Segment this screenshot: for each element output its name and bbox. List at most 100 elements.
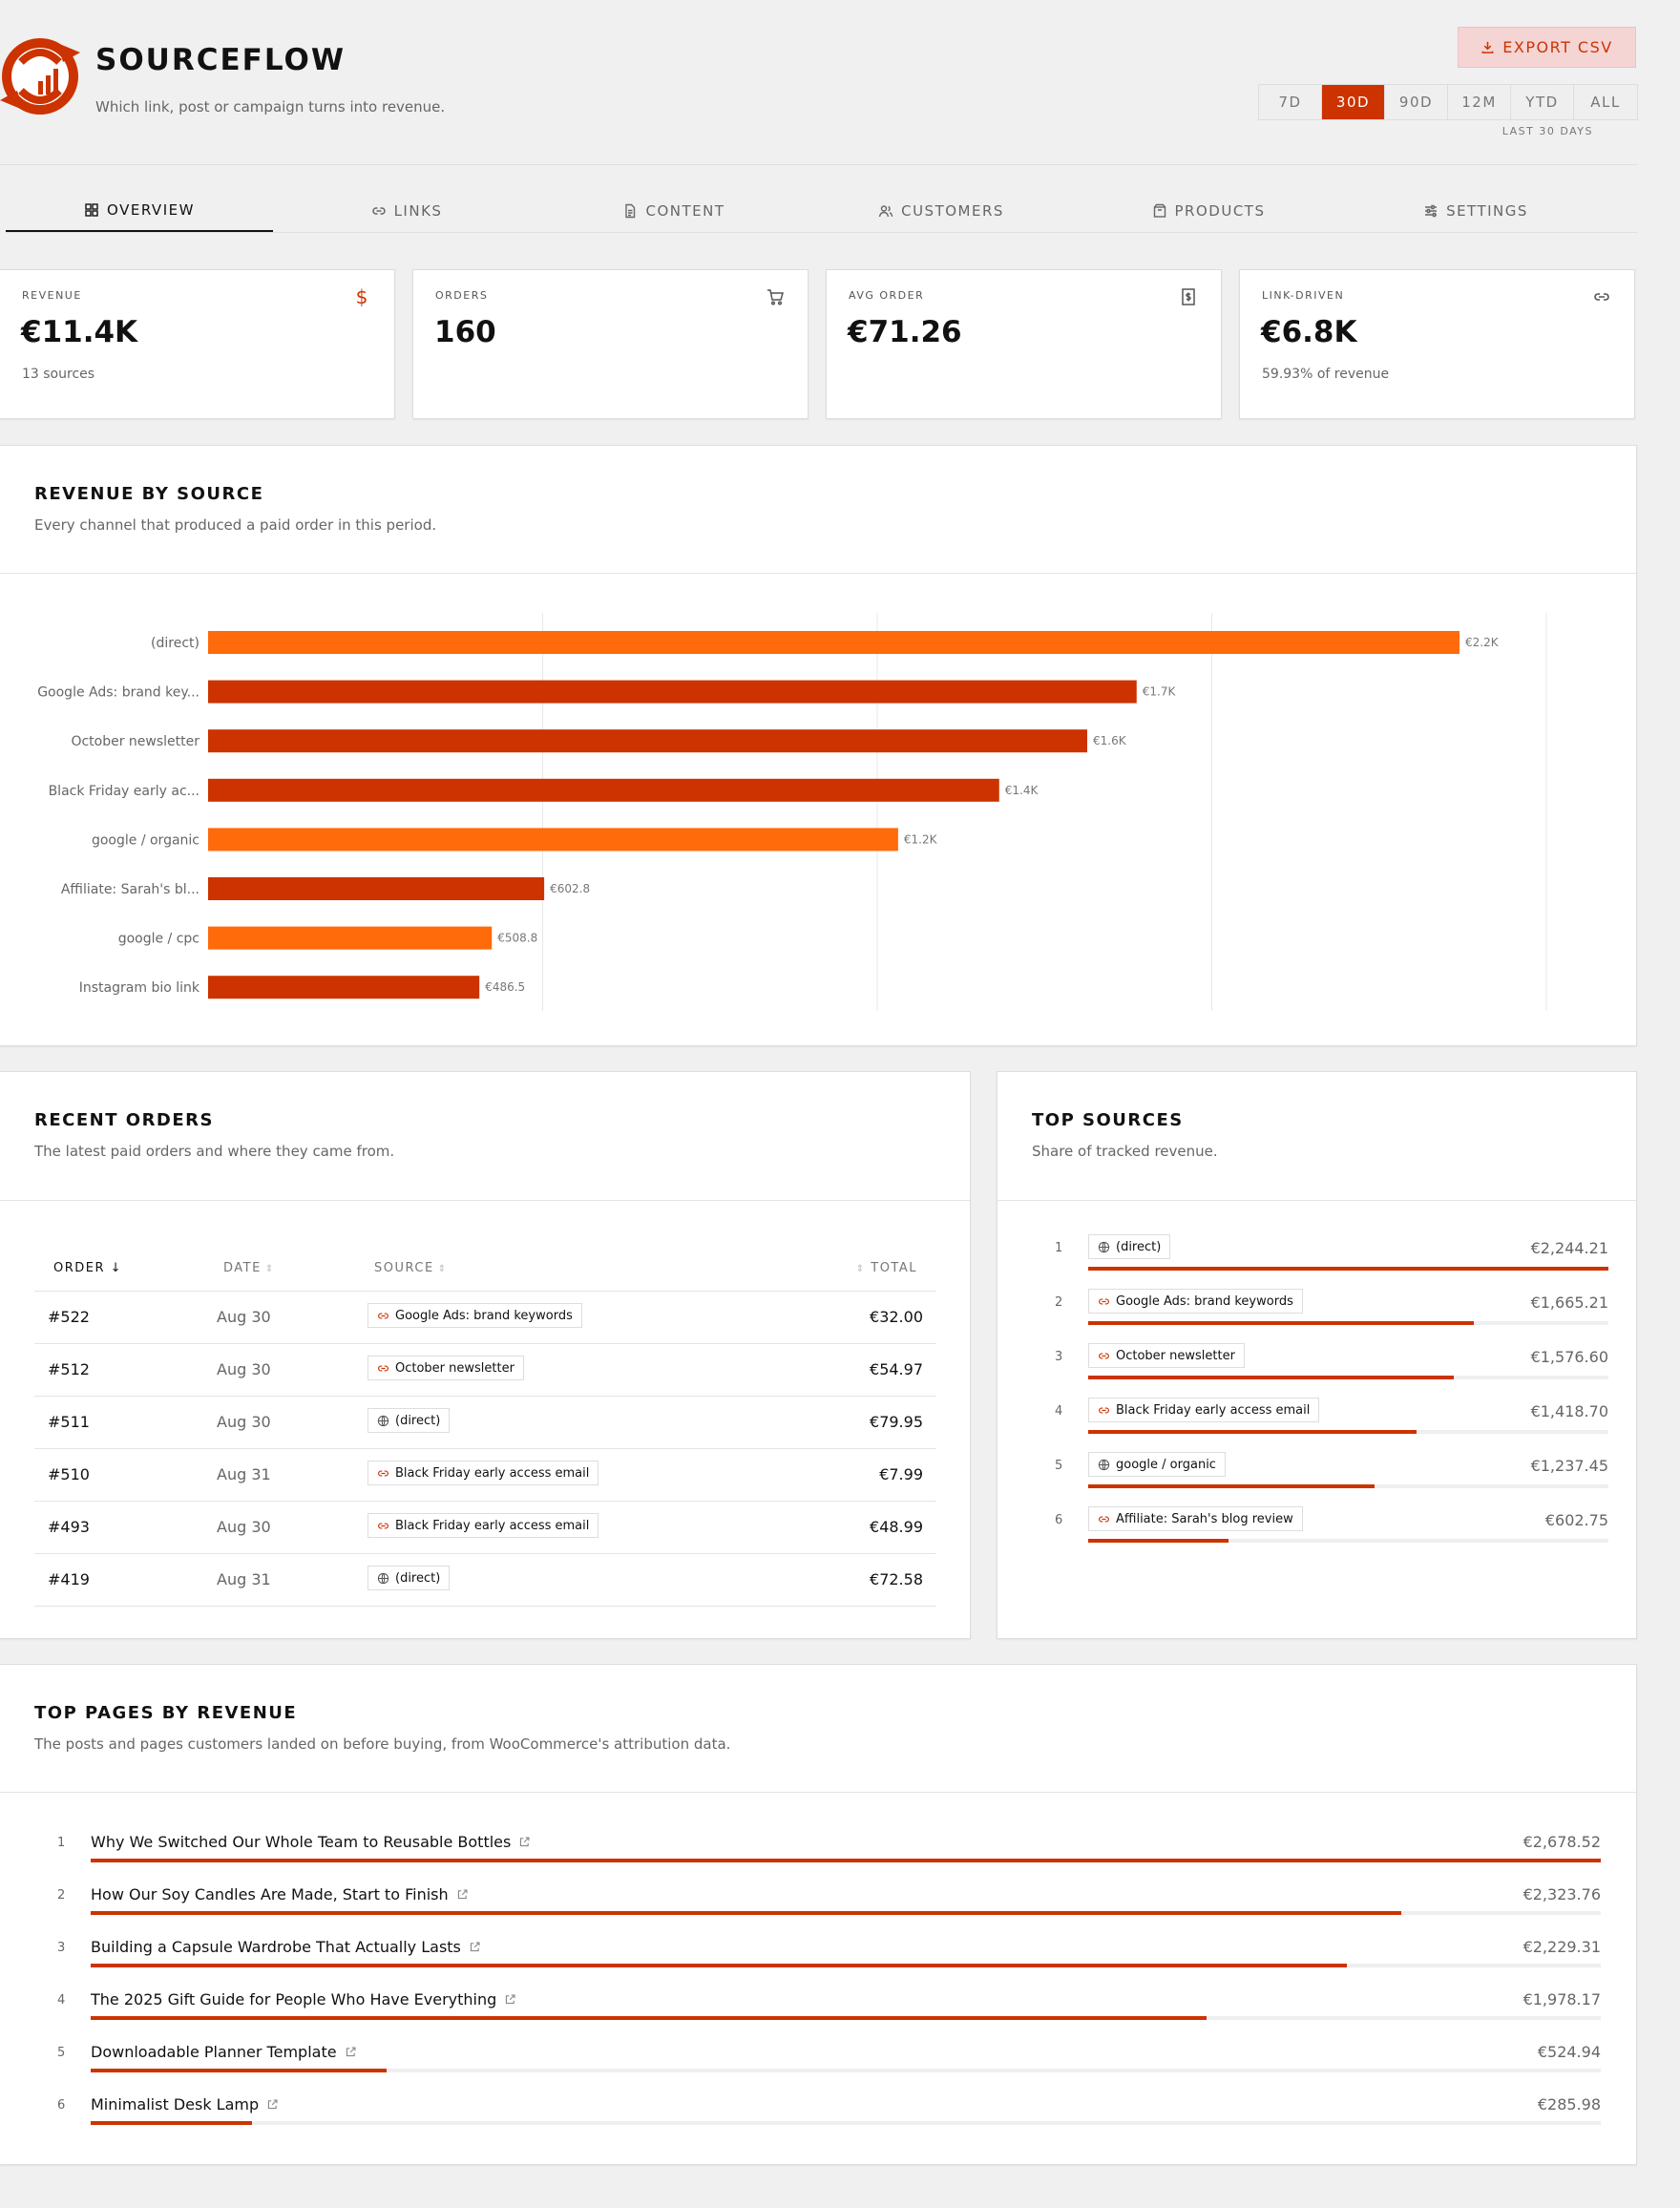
kpi-card-orders: ORDERS 160 <box>412 269 808 419</box>
list-item: 3 Building a Capsule Wardrobe That Actual… <box>57 1932 1601 1985</box>
table-row[interactable]: #493 Aug 30 Black Friday early access emai… <box>34 1502 936 1554</box>
range-caption: LAST 30 DAYS <box>1502 125 1593 137</box>
range-button-all[interactable]: ALL <box>1590 94 1621 111</box>
kpi-value: 160 <box>434 315 496 349</box>
external-link-icon[interactable] <box>504 1993 516 2006</box>
order-number[interactable]: #510 <box>48 1465 90 1483</box>
list-item[interactable]: 6 Affiliate: Sarah's blog review €602.75 <box>1055 1506 1608 1561</box>
users-icon <box>878 203 893 219</box>
page-link[interactable]: Building a Capsule Wardrobe That Actuall… <box>91 1938 481 1956</box>
kpi-card-revenue: REVENUE €11.4K 13 sources $ <box>0 269 395 419</box>
tab-label: CUSTOMERS <box>901 201 1004 220</box>
kpi-label: REVENUE <box>22 289 82 302</box>
order-date: Aug 31 <box>217 1570 271 1588</box>
tab-label: SETTINGS <box>1446 201 1528 220</box>
list-item[interactable]: 1 (direct) €2,244.21 <box>1055 1234 1608 1289</box>
page-rank: 3 <box>57 1941 66 1955</box>
page-link[interactable]: Downloadable Planner Template <box>91 2043 357 2061</box>
table-row[interactable]: #510 Aug 31 Black Friday early access emai… <box>34 1449 936 1502</box>
link-icon <box>1098 1295 1110 1308</box>
source-chip: Google Ads: brand keywords <box>1088 1289 1303 1314</box>
order-number[interactable]: #522 <box>48 1308 90 1326</box>
tab-overview[interactable]: OVERVIEW <box>6 189 273 232</box>
chart-bar[interactable] <box>208 877 545 900</box>
panel-title: TOP SOURCES <box>1032 1110 1184 1130</box>
page-rank: 2 <box>57 1888 66 1903</box>
source-chip: Google Ads: brand keywords <box>368 1303 582 1328</box>
range-button-90d[interactable]: 90D <box>1385 85 1448 119</box>
link-icon <box>377 1467 389 1480</box>
order-number[interactable]: #512 <box>48 1360 90 1378</box>
table-row[interactable]: #419 Aug 31 (direct) €72.58 <box>34 1554 936 1607</box>
order-source: October newsletter <box>368 1356 524 1380</box>
chart-bar[interactable] <box>208 976 480 999</box>
share-bar-fill <box>91 1964 1348 1967</box>
chart-bar[interactable] <box>208 729 1087 753</box>
chart-bar[interactable] <box>208 926 493 950</box>
source-value: €1,237.45 <box>1530 1457 1608 1475</box>
tab-label: CONTENT <box>645 201 725 220</box>
order-source: (direct) <box>368 1408 451 1433</box>
range-button-ytd[interactable]: YTD <box>1511 85 1574 119</box>
column-header-date[interactable]: DATE ⇕ <box>223 1261 275 1275</box>
page-link[interactable]: How Our Soy Candles Are Made, Start to F… <box>91 1885 469 1903</box>
chart-bar[interactable] <box>208 828 898 852</box>
tab-products[interactable]: PRODUCTS <box>1075 189 1342 232</box>
table-row[interactable]: #522 Aug 30 Google Ads: brand keywords €32.… <box>34 1292 936 1344</box>
column-header-source[interactable]: SOURCE ⇕ <box>374 1261 448 1275</box>
page-link[interactable]: The 2025 Gift Guide for People Who Have … <box>91 1990 516 2008</box>
order-number[interactable]: #419 <box>48 1570 90 1588</box>
external-link-icon[interactable] <box>266 2098 279 2111</box>
table-row[interactable]: #511 Aug 30 (direct) €79.95 <box>34 1397 936 1449</box>
tab-settings[interactable]: SETTINGS <box>1342 189 1609 232</box>
sourceflow-logo <box>0 38 80 115</box>
source-value: €1,576.60 <box>1530 1348 1608 1366</box>
tab-customers[interactable]: CUSTOMERS <box>808 189 1075 232</box>
source-chip-label: (direct) <box>395 1570 441 1586</box>
external-link-icon[interactable] <box>345 2046 357 2058</box>
share-bar-track <box>91 1859 1601 1862</box>
external-link-icon[interactable] <box>456 1888 469 1901</box>
page-rank: 4 <box>57 1993 66 2008</box>
chart-bar[interactable] <box>208 778 999 802</box>
table-row[interactable]: #512 Aug 30 October newsletter €54.97 <box>34 1344 936 1397</box>
order-total: €72.58 <box>870 1570 923 1588</box>
column-header-total[interactable]: ⇕ TOTAL <box>852 1261 917 1275</box>
page-link[interactable]: Why We Switched Our Whole Team to Reusab… <box>91 1833 531 1851</box>
chart-data-label: €602.8 <box>550 882 590 895</box>
range-button-12m[interactable]: 12M <box>1448 85 1511 119</box>
range-button-30d[interactable]: 30D <box>1322 85 1385 119</box>
chart-category-label: google / organic <box>92 832 200 848</box>
source-chip-wrapper: Google Ads: brand keywords <box>1088 1289 1303 1314</box>
list-item[interactable]: 2 Google Ads: brand keywords €1,665.21 <box>1055 1289 1608 1343</box>
page-title-label: How Our Soy Candles Are Made, Start to F… <box>91 1885 449 1903</box>
export-csv-button[interactable]: EXPORT CSV <box>1458 27 1636 68</box>
page-link[interactable]: Minimalist Desk Lamp <box>91 2095 279 2113</box>
share-bar-fill <box>1088 1430 1418 1434</box>
share-bar-track <box>1088 1539 1608 1543</box>
tab-links[interactable]: LINKS <box>273 189 540 232</box>
range-button-7d[interactable]: 7D <box>1259 85 1322 119</box>
globe-icon <box>377 1415 389 1427</box>
chart-data-label: €1.2K <box>904 832 938 846</box>
column-label: DATE <box>223 1261 262 1275</box>
brand-subtitle: Which link, post or campaign turns into … <box>95 98 446 116</box>
page-rank: 5 <box>57 2046 66 2060</box>
chart-category-label: Affiliate: Sarah's bl... <box>61 882 200 897</box>
revenue-by-source-panel: REVENUE BY SOURCE Every channel that pro… <box>0 445 1637 1046</box>
order-number[interactable]: #511 <box>48 1413 90 1431</box>
order-number[interactable]: #493 <box>48 1518 90 1536</box>
list-item[interactable]: 4 Black Friday early access email €1,418.7… <box>1055 1398 1608 1452</box>
kpi-sub: 13 sources <box>22 367 95 382</box>
source-chip-label: Affiliate: Sarah's blog review <box>1116 1511 1293 1526</box>
column-header-order[interactable]: ORDER ↓ <box>53 1261 122 1275</box>
chart-bar[interactable] <box>208 631 1460 654</box>
list-item[interactable]: 5 google / organic €1,237.45 <box>1055 1452 1608 1506</box>
revenue-by-source-chart: (direct) €2.2K Google Ads: brand key... €1.… <box>37 613 1547 1011</box>
tab-content[interactable]: CONTENT <box>540 189 808 232</box>
list-item[interactable]: 3 October newsletter €1,576.60 <box>1055 1343 1608 1398</box>
external-link-icon[interactable] <box>518 1836 531 1848</box>
share-bar-fill <box>1088 1539 1228 1543</box>
external-link-icon[interactable] <box>469 1941 481 1953</box>
chart-bar[interactable] <box>208 680 1137 704</box>
